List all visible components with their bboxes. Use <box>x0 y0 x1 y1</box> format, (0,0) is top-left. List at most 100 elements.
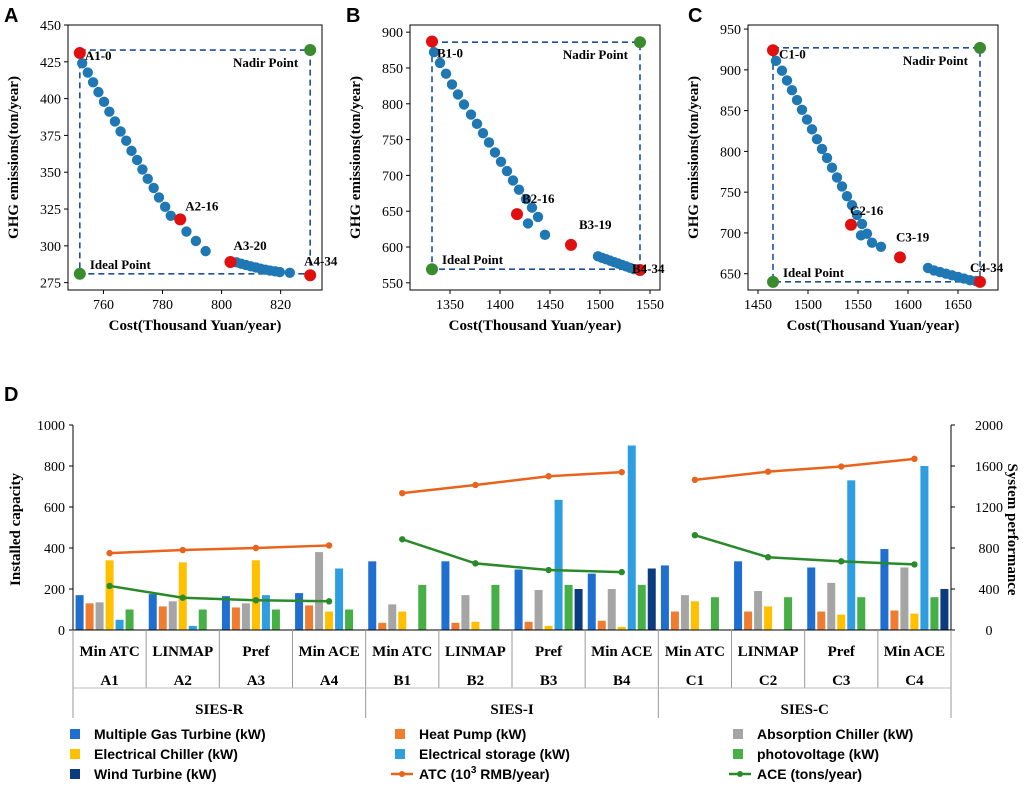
y-tick-label: 600 <box>382 241 403 256</box>
pareto-point <box>93 86 104 98</box>
category-label: C4 <box>905 673 924 689</box>
pareto-point <box>434 57 446 69</box>
x-tick-label: 1650 <box>944 298 972 313</box>
bar <box>564 584 573 630</box>
pareto-point <box>851 209 863 221</box>
bar <box>660 565 669 630</box>
highlight-point <box>304 269 317 282</box>
pareto-point <box>440 68 452 79</box>
x-tick-label: 1500 <box>586 298 614 313</box>
legend-item: Multiple Gas Turbine (kW) <box>70 726 266 742</box>
bar <box>471 621 480 630</box>
legend-marker <box>737 771 743 777</box>
bar <box>554 499 563 630</box>
y-tick-label: 0 <box>58 624 65 639</box>
pareto-point <box>131 154 143 166</box>
legend-label: Multiple Gas Turbine (kW) <box>94 726 266 742</box>
ideal-point-label: Ideal Point <box>442 252 504 267</box>
pareto-point <box>120 135 132 146</box>
nadir-point <box>304 44 317 57</box>
nadir-point-label: Nadir Point <box>563 47 629 62</box>
pareto-point <box>284 267 296 278</box>
pareto-point <box>507 175 519 186</box>
bar <box>544 625 553 630</box>
plot-frame <box>67 24 323 291</box>
category-label: C2 <box>759 673 777 689</box>
y2-tick-label: 2000 <box>975 419 1003 434</box>
method-label: Min ACE <box>884 644 945 660</box>
category-label: A3 <box>247 673 265 689</box>
bar <box>637 584 646 630</box>
bar <box>900 567 909 630</box>
bar <box>574 589 583 630</box>
pareto-point <box>532 211 544 223</box>
bar <box>198 609 207 630</box>
method-label: LINMAP <box>152 644 213 660</box>
ideal-nadir-box <box>772 47 981 283</box>
y2-tick-label: 0 <box>986 624 993 639</box>
y-tick-label: 375 <box>40 129 61 144</box>
bar <box>368 561 377 630</box>
y-axis-title: GHG emissions(ton/year) <box>686 76 702 239</box>
panel-d: D 0 200 400 600 800 1000 0 400 800 1200 1600 2000 Ins… <box>4 384 1020 718</box>
pareto-point <box>446 79 458 90</box>
bar <box>305 605 314 630</box>
highlight-point <box>634 263 646 276</box>
y-tick-label: 750 <box>382 134 403 149</box>
series-line <box>401 538 622 574</box>
legend: Multiple Gas Turbine (kW) Heat Pump (kW) A… <box>70 726 913 782</box>
point-label: A3-20 <box>233 238 266 253</box>
highlight-point <box>974 275 986 288</box>
line-marker <box>764 554 772 561</box>
ideal-nadir-box <box>431 41 641 271</box>
pareto-point <box>781 75 793 86</box>
category-label: C3 <box>832 673 850 689</box>
legend-swatch <box>70 749 80 759</box>
y-tick-label: 800 <box>720 145 741 160</box>
series-line <box>109 584 330 603</box>
legend-item: Heat Pump (kW) <box>395 726 526 742</box>
y-tick-label: 650 <box>720 268 741 283</box>
bar <box>345 609 354 630</box>
bar <box>847 480 856 630</box>
pareto-point <box>137 164 148 175</box>
bar <box>241 603 250 630</box>
pareto-point <box>190 235 202 247</box>
highlight-point <box>174 213 187 226</box>
category-label: A1 <box>100 673 118 689</box>
bar <box>764 606 773 630</box>
line-marker <box>618 568 625 576</box>
line-marker <box>838 558 845 565</box>
line-marker <box>911 455 918 463</box>
method-label: Min ATC <box>80 644 140 660</box>
bar <box>744 611 753 630</box>
bar <box>251 560 260 630</box>
y2-tick-label: 400 <box>979 583 1000 598</box>
legend-marker <box>399 771 405 777</box>
bar <box>271 609 280 630</box>
category-label: C1 <box>686 673 704 689</box>
x-tick-label: 820 <box>270 298 291 313</box>
line-marker <box>252 597 260 604</box>
pareto-point <box>875 241 887 252</box>
pareto-point <box>811 133 823 145</box>
panel-letter: A <box>4 5 18 27</box>
pareto-point <box>770 55 782 67</box>
line-marker <box>399 489 406 497</box>
highlight-point <box>565 238 577 251</box>
line-marker <box>691 531 699 539</box>
bar <box>85 603 94 630</box>
legend-item: Wind Turbine (kW) <box>70 766 216 782</box>
highlight-point <box>73 46 86 59</box>
y2-tick-label: 800 <box>979 542 1000 557</box>
y-tick-label: 650 <box>382 205 403 220</box>
panel-letter: B <box>346 5 360 27</box>
point-label: C1-0 <box>779 46 806 61</box>
point-label: B1-0 <box>437 45 463 60</box>
bar <box>95 602 104 630</box>
pareto-point <box>855 230 867 241</box>
highlight-point <box>224 256 237 269</box>
bar <box>670 611 679 630</box>
bar <box>148 594 157 630</box>
